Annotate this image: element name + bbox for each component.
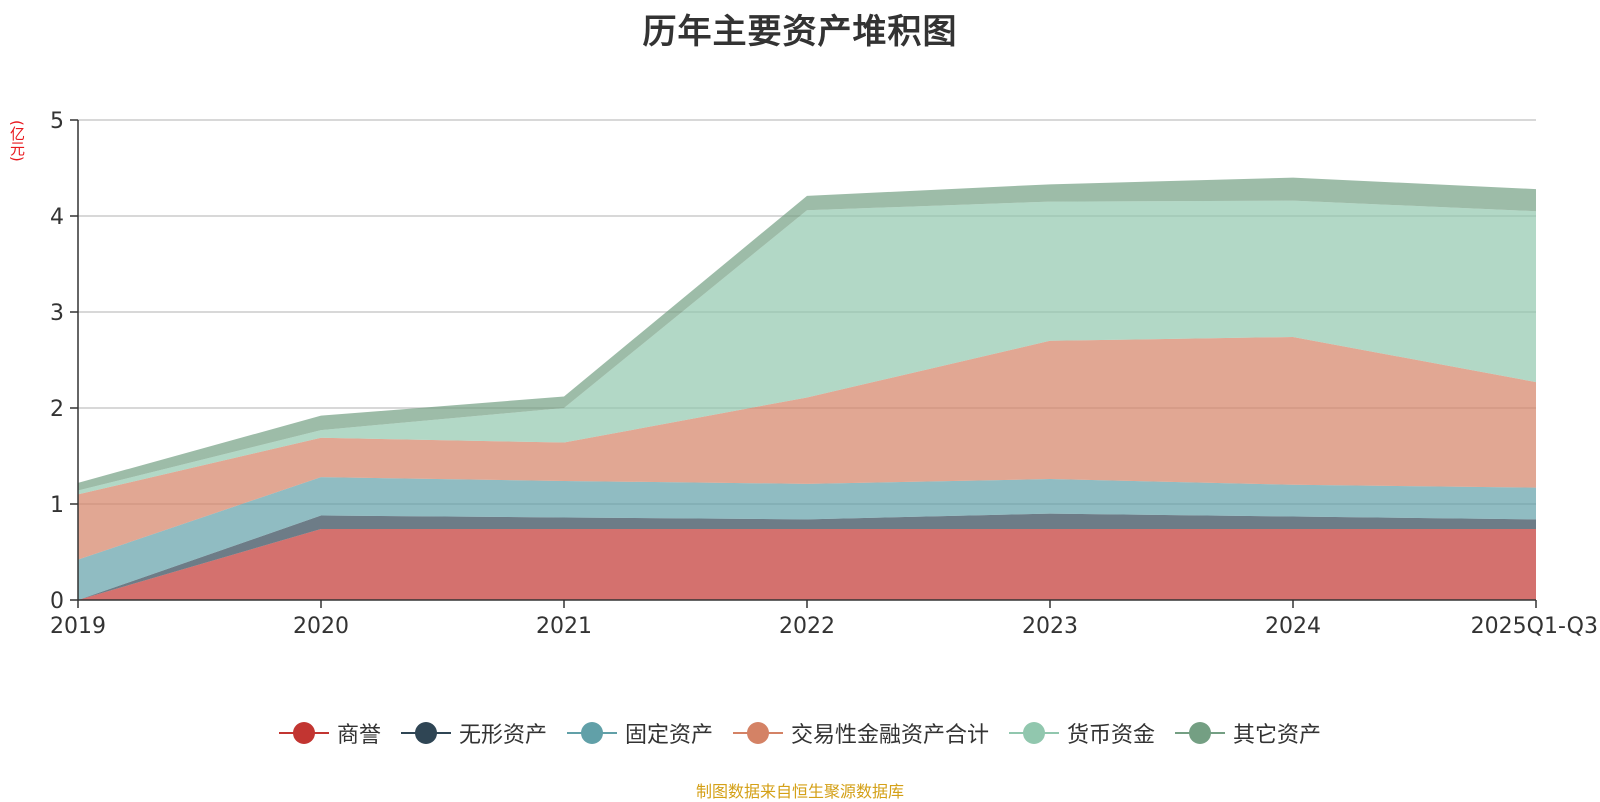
x-tick-label: 2020 xyxy=(293,614,349,639)
y-tick-label: 2 xyxy=(50,397,64,422)
y-tick-label: 5 xyxy=(50,109,64,134)
y-tick-label: 4 xyxy=(50,205,64,230)
x-tick-label: 2022 xyxy=(779,614,835,639)
legend-item-3[interactable]: 固定资产 xyxy=(566,717,713,749)
legend-marker-icon xyxy=(400,721,451,745)
axes: 0 1 2 3 4 5 2019 2020 2021 2022 2023 2024 2025Q1-Q3 xyxy=(50,109,1598,639)
area-series xyxy=(78,177,1536,600)
legend-item-4[interactable]: 交易性金融资产合计 xyxy=(733,717,989,749)
x-tick-label: 2019 xyxy=(50,614,106,639)
legend-item-5[interactable]: 货币资金 xyxy=(1009,717,1155,749)
x-tick-label: 2025Q1-Q3 xyxy=(1471,614,1598,639)
x-tick-label: 2021 xyxy=(536,614,592,639)
area-series-3[interactable] xyxy=(78,477,1536,600)
legend-label: 交易性金融资产合计 xyxy=(791,723,990,748)
legend-label: 货币资金 xyxy=(1067,723,1156,748)
legend-marker-icon xyxy=(566,721,617,745)
area-series-4[interactable] xyxy=(78,336,1536,560)
legend-item-1[interactable]: 商誉 xyxy=(278,717,381,749)
source-note: 制图数据来自恒生聚源数据库 xyxy=(695,782,904,801)
y-tick-label: 3 xyxy=(50,301,64,326)
legend-marker-icon xyxy=(1175,721,1226,745)
legend-label: 商誉 xyxy=(336,723,381,748)
legend-label: 固定资产 xyxy=(624,723,713,748)
legend-marker-icon xyxy=(1009,721,1060,745)
legend-marker-icon xyxy=(733,721,783,745)
area-series-5[interactable] xyxy=(78,200,1536,495)
legend: 商誉 无形资产 固定资产 交易性金融资产合计 货币资金 其它资产 xyxy=(0,717,1600,749)
chart-title: 历年主要资产堆积图 xyxy=(642,12,958,52)
area-series-6[interactable] xyxy=(78,177,1536,491)
area-series-1[interactable] xyxy=(78,528,1536,600)
legend-item-2[interactable]: 无形资产 xyxy=(400,717,547,749)
x-tick-label: 2024 xyxy=(1265,614,1321,639)
y-axis-unit-label: (亿元) xyxy=(8,120,26,162)
y-tick-label: 1 xyxy=(50,493,64,518)
area-series-2[interactable] xyxy=(78,513,1536,600)
legend-marker-icon xyxy=(278,721,329,745)
legend-label: 其它资产 xyxy=(1233,723,1322,748)
y-tick-label: 0 xyxy=(50,589,64,614)
x-tick-label: 2023 xyxy=(1022,614,1078,639)
legend-item-6[interactable]: 其它资产 xyxy=(1175,717,1321,749)
legend-label: 无形资产 xyxy=(458,723,547,748)
